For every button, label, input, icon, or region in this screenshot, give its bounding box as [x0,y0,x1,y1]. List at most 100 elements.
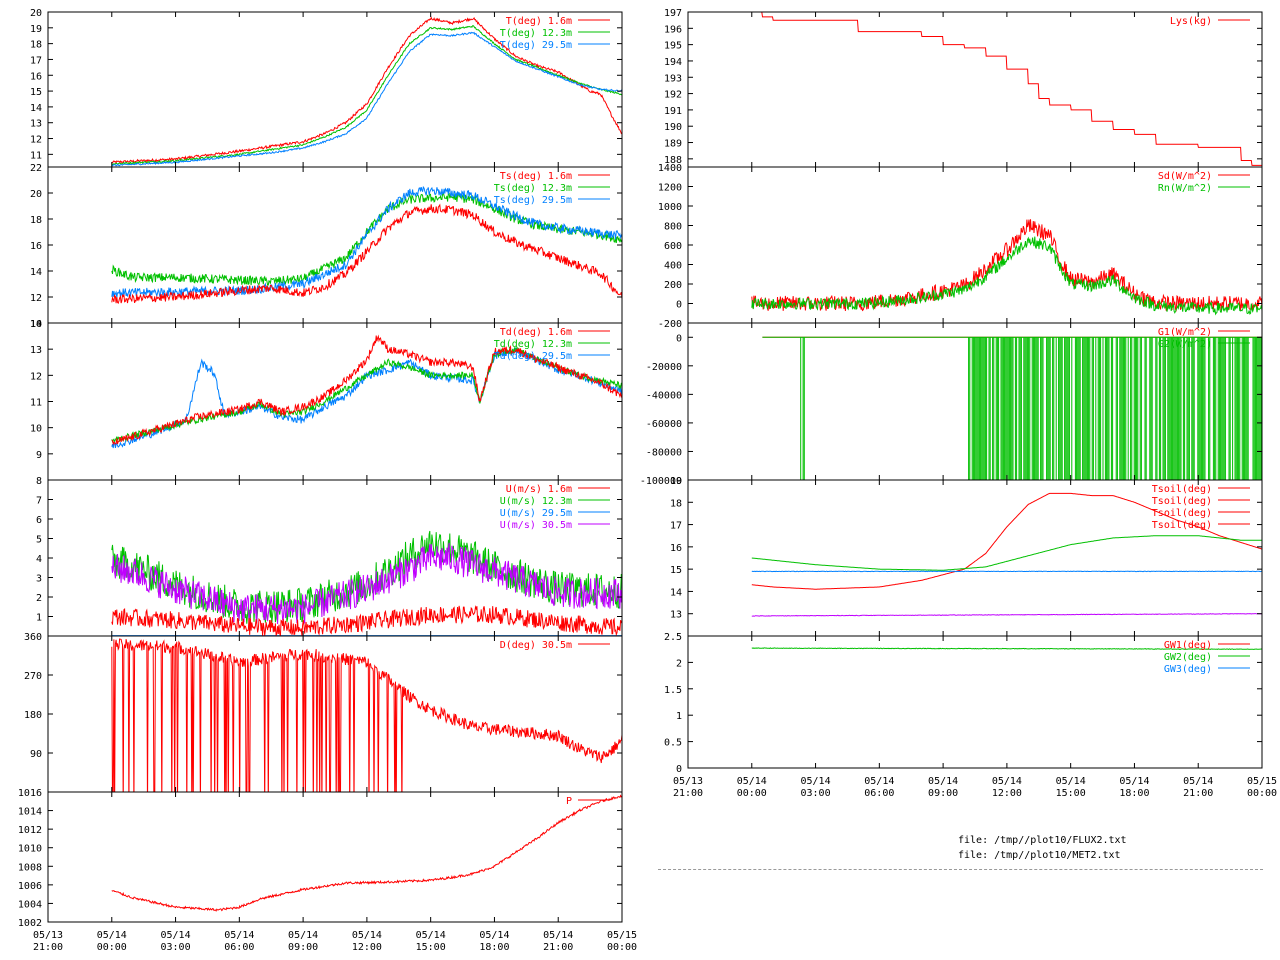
y-tick-label: 194 [664,57,682,68]
series-line-2 [111,542,622,625]
series-line-1 [111,347,622,449]
series-group [111,794,622,912]
footer-divider [658,869,1263,870]
series-line-4 [111,605,622,636]
x-tick-label-time: 03:00 [801,788,831,799]
y-tick-label: 20 [30,8,42,19]
y-tick-label: 0.5 [664,738,682,749]
y-tick-label: 19 [30,24,42,35]
y-tick-label: 600 [664,241,682,252]
legend-label: Tsoil(deg) [1152,484,1212,495]
y-tick-label: 18 [30,215,42,226]
y-tick-label: 14 [30,319,42,330]
legend-label: GW1(deg) [1164,640,1212,651]
y-tick-label: 3 [36,574,42,585]
y-tick-label: 5 [36,535,42,546]
panel-l4: 1 2 3 4 5 6 7 8 U(m/s) 1.6mU(m/s) 12.3mU(m/s) 29… [36,476,623,637]
y-tick-label: -80000 [646,447,682,458]
x-tick-label-date: 05/13 [33,930,63,941]
legend-label: Tsoil(deg) [1152,508,1212,519]
x-tick-label-date: 05/14 [992,776,1022,787]
y-tick-label: 800 [664,222,682,233]
y-tick-label: 22 [30,163,42,174]
x-tick-label-date: 05/13 [673,776,703,787]
series-line-2 [751,647,1262,650]
y-tick-label: 12 [30,135,42,146]
y-tick-label: 15 [670,565,682,576]
x-tick-label-time: 09:00 [928,788,958,799]
x-tick-label-time: 21:00 [673,788,703,799]
legend-label: Sd(W/m^2) [1158,171,1212,182]
y-tick-label: 10 [30,319,42,330]
y-tick-label: 1012 [18,825,42,836]
panel-r5: 00.511.522.505/1321:0005/1400:0005/1403:… [664,632,1277,799]
y-tick-label: 1.5 [664,685,682,696]
legend-label: Rn(W/m^2) [1158,183,1212,194]
y-tick-label: 191 [664,106,682,117]
series-line-4 [751,613,1262,617]
legend-label: Ts(deg) 1.6m [500,171,572,182]
x-tick-label-time: 00:00 [607,942,637,953]
x-tick-label-time: 06:00 [224,942,254,953]
y-tick-label: 193 [664,73,682,84]
x-tick-label-time: 21:00 [1183,788,1213,799]
x-tick-label-time: 09:00 [288,942,318,953]
x-tick-label-date: 05/14 [97,930,127,941]
y-tick-label: 4 [36,554,42,565]
panel-r1: 188 189 190 191 192 193 194 195 196 197 Lys(kg) [664,8,1263,168]
y-tick-label: 1008 [18,862,42,873]
y-tick-label: -20000 [646,362,682,373]
plot-frame [47,791,623,923]
y-tick-label: 200 [664,280,682,291]
series-line-1 [111,530,622,624]
y-tick-label: 14 [30,267,42,278]
x-tick-label-time: 21:00 [33,942,63,953]
y-tick-label: 19 [670,476,682,487]
series-group [751,219,1262,316]
y-tick-label: 13 [30,345,42,356]
series-group [751,12,1262,166]
y-tick-label: 18 [30,40,42,51]
y-tick-label: 20 [30,189,42,200]
legend-label: Lys(kg) [1170,16,1212,27]
series-group [111,16,622,167]
panel-l6: 1002100410061008101010121014101605/1321:… [18,788,637,953]
y-tick-label: 1014 [18,807,42,818]
y-tick-label: 0 [676,333,682,344]
x-tick-label-date: 05/14 [864,776,894,787]
series-line-3 [111,203,622,305]
series-line-1 [751,219,1262,312]
y-tick-label: 13 [30,119,42,130]
series-line-2 [111,25,622,166]
x-tick-label-date: 05/14 [801,776,831,787]
x-tick-label-time: 03:00 [161,942,191,953]
y-tick-label: 1 [36,613,42,624]
y-tick-label: 1 [676,711,682,722]
x-tick-label-time: 06:00 [864,788,894,799]
legend-label: Td(deg) 29.5m [494,351,572,362]
x-tick-label-time: 00:00 [97,942,127,953]
legend-label: U(m/s) 12.3m [500,496,572,507]
x-tick-label-time: 15:00 [416,942,446,953]
y-tick-label: 190 [664,122,682,133]
y-tick-label: 196 [664,24,682,35]
legend-label: G2(W/m^2) [1158,339,1212,350]
y-tick-label: 2 [36,593,42,604]
y-tick-label: 17 [30,55,42,66]
y-tick-label: 6 [36,515,42,526]
y-tick-label: 360 [24,632,42,643]
series-group [751,492,1262,617]
series-line-1 [751,12,1262,166]
series-line-3 [111,31,622,167]
x-tick-label-date: 05/14 [224,930,254,941]
y-tick-label: 1400 [658,163,682,174]
y-tick-label: 9 [36,450,42,461]
x-tick-label-date: 05/14 [543,930,573,941]
panel-l1: 11 12 13 14 15 16 17 18 19 20 T(deg) 1.6mT(deg) 12… [30,8,623,168]
series-line-1 [111,191,622,286]
y-tick-label: 189 [664,139,682,150]
x-tick-label-date: 05/14 [928,776,958,787]
y-tick-label: 11 [30,398,42,409]
y-tick-label: 1010 [18,844,42,855]
x-tick-label-date: 05/14 [161,930,191,941]
